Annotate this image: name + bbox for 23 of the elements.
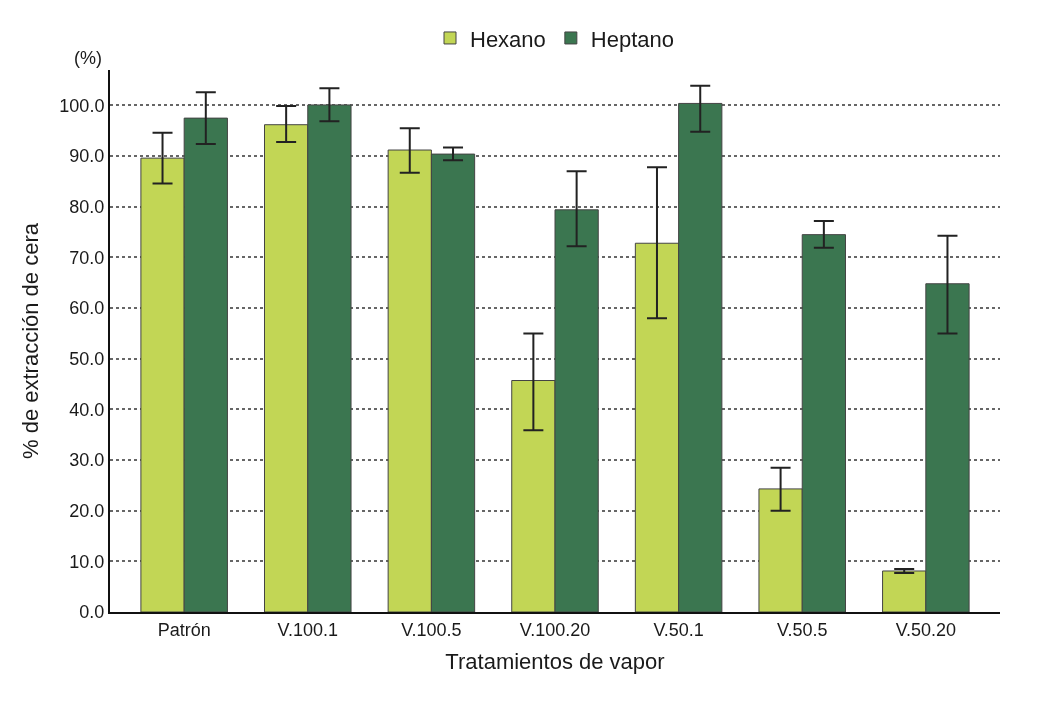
text: (%) (74, 48, 102, 68)
y-axis-title: % de extracción de cera (17, 222, 43, 460)
x-tick-label: V.50.1 (653, 619, 704, 640)
y-tick-label: 80.0 (69, 197, 105, 218)
legend-label: Heptano (590, 26, 675, 52)
legend-label: Hexano (470, 26, 546, 52)
y-tick-label: 20.0 (69, 500, 105, 521)
y-tick-label: 90.0 (69, 146, 105, 167)
x-tick-label: V.50.5 (777, 619, 828, 640)
y-tick-label: 30.0 (69, 450, 105, 471)
x-tick-label: V.100.1 (277, 619, 338, 640)
y-tick-label: 10.0 (69, 551, 105, 572)
x-tick-label: V.100.5 (401, 619, 462, 640)
x-tick-label: V.100.20 (519, 619, 591, 640)
y-tick-label: 70.0 (69, 247, 105, 268)
y-tick-label: 0.0 (79, 602, 105, 623)
y-tick-label: 100.0 (59, 95, 105, 116)
x-tick-label: Patrón (157, 619, 211, 640)
y-tick-label: 40.0 (69, 399, 105, 420)
x-axis-title: Tratamientos de vapor (445, 649, 665, 674)
x-tick-label: V.50.20 (895, 619, 957, 640)
y-tick-label: 50.0 (69, 349, 105, 370)
y-tick-label: 60.0 (69, 298, 105, 319)
